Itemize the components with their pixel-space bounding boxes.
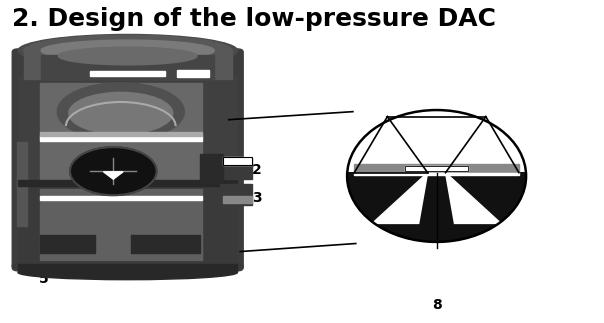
Text: 5: 5 xyxy=(374,203,384,217)
FancyBboxPatch shape xyxy=(177,70,208,77)
Text: 6: 6 xyxy=(158,37,178,63)
Text: 7: 7 xyxy=(351,158,361,172)
Polygon shape xyxy=(347,173,526,242)
Ellipse shape xyxy=(24,35,232,66)
Ellipse shape xyxy=(57,83,184,141)
FancyBboxPatch shape xyxy=(130,235,200,253)
FancyBboxPatch shape xyxy=(12,49,243,271)
FancyBboxPatch shape xyxy=(40,132,202,136)
FancyBboxPatch shape xyxy=(355,164,519,173)
FancyBboxPatch shape xyxy=(18,180,237,186)
Polygon shape xyxy=(103,172,123,179)
Ellipse shape xyxy=(12,255,243,277)
FancyBboxPatch shape xyxy=(40,235,95,253)
Ellipse shape xyxy=(347,110,526,242)
FancyBboxPatch shape xyxy=(405,166,468,172)
FancyBboxPatch shape xyxy=(223,196,252,203)
Text: 1: 1 xyxy=(25,44,37,66)
FancyBboxPatch shape xyxy=(17,142,27,226)
Ellipse shape xyxy=(41,40,214,61)
FancyBboxPatch shape xyxy=(18,184,237,268)
Polygon shape xyxy=(355,117,519,173)
Text: 5: 5 xyxy=(39,272,49,286)
Ellipse shape xyxy=(69,92,173,134)
Text: 8: 8 xyxy=(432,297,442,312)
Text: 3: 3 xyxy=(240,192,262,205)
FancyBboxPatch shape xyxy=(24,49,232,79)
FancyBboxPatch shape xyxy=(355,173,519,175)
Text: 2: 2 xyxy=(240,162,262,177)
FancyBboxPatch shape xyxy=(18,76,237,187)
Text: 2. Design of the low-pressure DAC: 2. Design of the low-pressure DAC xyxy=(12,7,496,31)
Ellipse shape xyxy=(59,47,197,65)
FancyBboxPatch shape xyxy=(223,157,252,165)
FancyBboxPatch shape xyxy=(90,71,165,76)
Text: 4: 4 xyxy=(125,37,135,69)
Circle shape xyxy=(70,147,156,195)
FancyBboxPatch shape xyxy=(220,184,252,205)
FancyBboxPatch shape xyxy=(41,55,214,79)
FancyBboxPatch shape xyxy=(200,154,223,182)
Text: 5: 5 xyxy=(489,203,499,217)
FancyBboxPatch shape xyxy=(40,136,202,141)
Polygon shape xyxy=(446,173,501,224)
FancyBboxPatch shape xyxy=(18,265,237,273)
Text: 9: 9 xyxy=(432,109,442,123)
FancyBboxPatch shape xyxy=(40,196,202,200)
Ellipse shape xyxy=(18,35,237,67)
FancyBboxPatch shape xyxy=(40,189,202,260)
Ellipse shape xyxy=(18,265,237,280)
FancyBboxPatch shape xyxy=(220,158,252,179)
FancyBboxPatch shape xyxy=(40,83,202,181)
Polygon shape xyxy=(372,173,428,224)
